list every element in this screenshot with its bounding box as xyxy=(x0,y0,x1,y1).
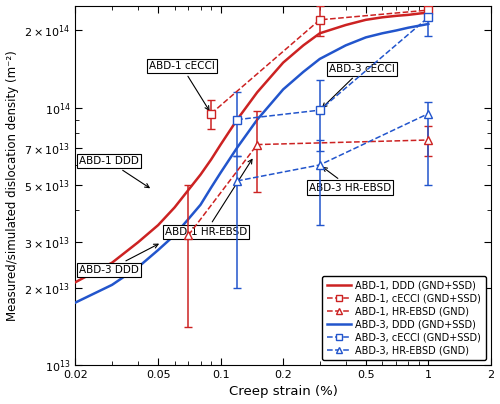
Legend: ABD-1, DDD (GND+SSD), ABD-1, cECCI (GND+SSD), ABD-1, HR-EBSD (GND), ABD-3, DDD (: ABD-1, DDD (GND+SSD), ABD-1, cECCI (GND+… xyxy=(322,276,486,360)
Text: ABD-3 cECCI: ABD-3 cECCI xyxy=(322,64,395,107)
X-axis label: Creep strain (%): Creep strain (%) xyxy=(228,385,338,398)
Text: ABD-1 DDD: ABD-1 DDD xyxy=(79,156,149,187)
Y-axis label: Measured/simulated dislocation density (m⁻²): Measured/simulated dislocation density (… xyxy=(6,50,18,321)
Text: ABD-1 HR-EBSD: ABD-1 HR-EBSD xyxy=(165,160,252,237)
Text: ABD-3 HR-EBSD: ABD-3 HR-EBSD xyxy=(309,167,391,193)
Text: ABD-1 cECCI: ABD-1 cECCI xyxy=(149,61,214,110)
Text: ABD-3 DDD: ABD-3 DDD xyxy=(79,244,158,275)
